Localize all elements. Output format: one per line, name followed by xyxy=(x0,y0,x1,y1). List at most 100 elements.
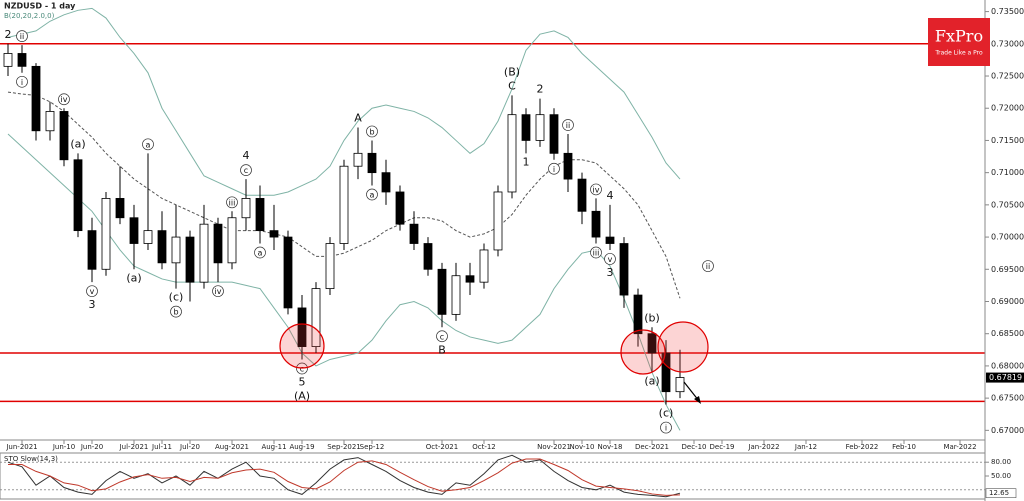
y-tick-label: 0.71500 xyxy=(991,136,1024,145)
highlight-circle xyxy=(620,329,666,375)
wave-label: i xyxy=(553,165,555,174)
wave-label: a xyxy=(258,249,263,258)
candle-body xyxy=(647,333,657,354)
wave-label: 5 xyxy=(299,375,306,388)
wave-label: 1 xyxy=(523,155,530,168)
x-tick-label: Jun-20 xyxy=(80,443,103,451)
y-tick-label: 0.67000 xyxy=(991,426,1024,435)
candle-body xyxy=(241,198,251,219)
y-tick-label: 0.72500 xyxy=(991,72,1024,81)
x-tick-label: Nov-10 xyxy=(570,443,595,451)
indicator-line xyxy=(7,454,681,498)
wave-circle xyxy=(562,119,574,131)
wave-label: iv xyxy=(593,185,600,194)
band-line xyxy=(7,133,681,431)
candle-body xyxy=(577,178,587,212)
candle-body xyxy=(157,230,167,264)
candle-body xyxy=(619,243,629,296)
x-tick-label: Jan-12 xyxy=(794,443,817,451)
wave-circle xyxy=(702,260,714,272)
marks: 0.67000 0.67500 0.68000 0.68500 0.69000 0.695… xyxy=(0,7,1024,498)
wave-circle xyxy=(58,93,70,106)
candle-body xyxy=(367,152,377,174)
wave-circle xyxy=(436,330,448,343)
indicator-tick-label: 80.00 xyxy=(991,458,1011,466)
candle-body xyxy=(549,114,559,154)
y-tick-label: 0.70000 xyxy=(991,233,1024,242)
x-tick-label: Jul-11 xyxy=(151,443,172,451)
logo-tagline: Trade Like a Pro xyxy=(934,50,983,57)
wave-label: c xyxy=(244,166,248,175)
candle-body xyxy=(395,191,405,225)
wave-label: c xyxy=(440,332,444,341)
wave-label: 4 xyxy=(607,189,614,202)
wave-label: i xyxy=(21,78,23,87)
x-tick-label: Jun-10 xyxy=(52,443,75,451)
highlight-circle xyxy=(279,323,325,369)
wave-circle xyxy=(212,285,224,298)
y-tick-label: 0.68000 xyxy=(991,361,1024,370)
x-tick-label: Oct-12 xyxy=(472,443,496,451)
wave-label: v xyxy=(90,287,95,296)
wave-label: 3 xyxy=(89,298,96,311)
x-tick-label: Aug-11 xyxy=(261,443,286,451)
candle-body xyxy=(227,217,237,264)
candle-body xyxy=(283,236,293,309)
wave-label: iv xyxy=(215,287,222,296)
y-tick-label: 0.72000 xyxy=(991,104,1024,113)
chart-subtitle: B(20,20,2.0,0) xyxy=(4,12,55,20)
y-tick-label: 0.73000 xyxy=(991,39,1024,48)
x-tick-label: Oct-2021 xyxy=(426,443,458,451)
wave-label: v xyxy=(608,255,613,264)
candle-body xyxy=(423,243,433,270)
wave-circle xyxy=(366,188,378,201)
x-tick-label: Mar-2022 xyxy=(943,443,976,451)
wave-circle xyxy=(590,183,602,196)
candle-body xyxy=(269,230,279,238)
wave-circle xyxy=(86,285,98,298)
x-tick-label: Jul-20 xyxy=(179,443,200,451)
candle-body xyxy=(605,236,615,244)
candle-body xyxy=(381,172,391,193)
x-tick-label: Jun-2021 xyxy=(5,443,37,451)
candle-body xyxy=(437,268,447,315)
x-tick-label: Jan-2022 xyxy=(747,443,779,451)
candle-body xyxy=(73,159,83,232)
indicator-value-label: 12.65 xyxy=(989,489,1009,497)
x-tick-label: Dec-19 xyxy=(710,443,735,451)
candle-body xyxy=(101,198,111,270)
arrow-head xyxy=(694,396,701,404)
x-tick-label: Aug-19 xyxy=(289,443,314,451)
wave-circle xyxy=(548,162,560,175)
band-line xyxy=(7,7,681,196)
price-box xyxy=(986,372,1024,383)
wave-label: (a) xyxy=(126,271,141,284)
indicator-title: STO Slow(14,3) xyxy=(4,455,58,463)
candle-body xyxy=(185,236,195,283)
candle-body xyxy=(465,275,475,283)
indicator-line xyxy=(8,458,681,496)
wave-circle xyxy=(226,196,238,209)
candle-body xyxy=(255,198,265,232)
wave-circle xyxy=(254,246,266,259)
candle-body xyxy=(213,223,223,264)
wave-label: ii xyxy=(706,262,710,271)
wave-label: A xyxy=(354,112,362,125)
candle-body xyxy=(521,114,531,141)
indicator-value-box xyxy=(985,488,1017,498)
wave-label: (A) xyxy=(294,389,310,402)
wave-label: 2 xyxy=(5,28,12,41)
wave-label: b xyxy=(369,127,374,136)
wave-label: 2 xyxy=(537,83,544,96)
x-tick-label: Aug-2021 xyxy=(215,443,249,451)
wave-circle xyxy=(170,305,182,318)
candle-body xyxy=(591,210,601,238)
x-tick-label: Sep-2021 xyxy=(327,443,361,451)
candle-body xyxy=(633,294,643,335)
y-tick-label: 0.69500 xyxy=(991,265,1024,274)
price-label: 0.67819 xyxy=(989,373,1022,382)
y-tick-label: 0.70500 xyxy=(991,200,1024,209)
x-tick-label: Nov-2021 xyxy=(537,443,571,451)
candle-body xyxy=(31,65,41,132)
